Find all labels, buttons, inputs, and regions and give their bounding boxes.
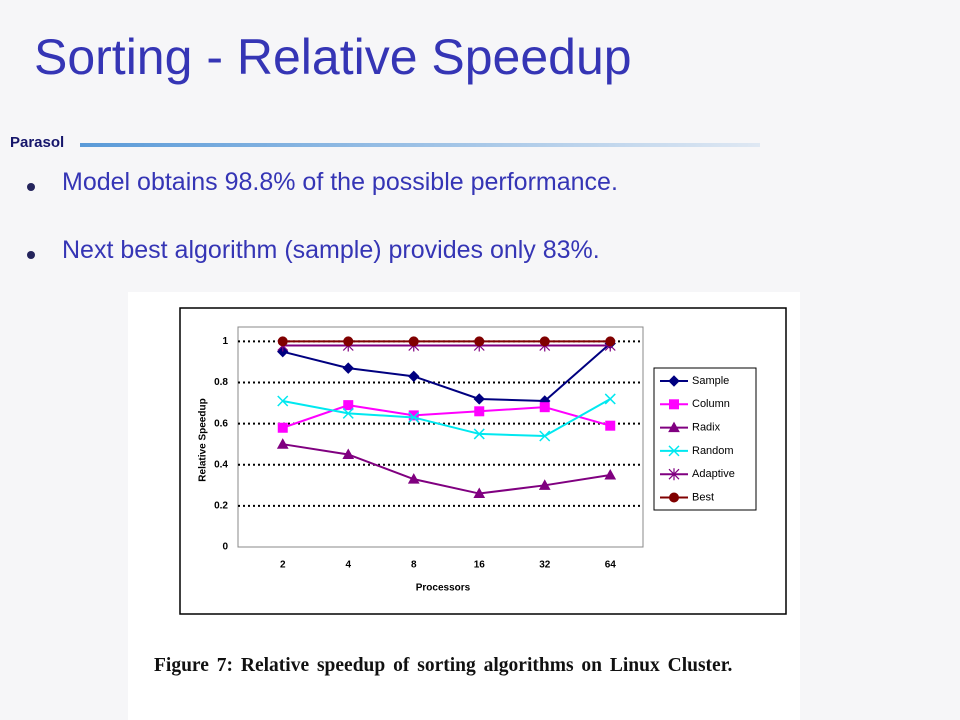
legend-marker [668,468,680,481]
x-tick-label: 16 [474,560,486,571]
bullet-dot [27,251,35,259]
marker [473,428,485,440]
legend-box [653,367,757,511]
series-line [282,443,611,495]
title-rule [80,143,760,147]
marker [604,393,616,405]
marker [342,362,354,374]
x-tick-label: 4 [345,560,351,571]
marker [277,336,288,347]
marker [276,438,289,449]
marker [474,336,485,347]
legend-marker [669,399,679,410]
figure-caption: Figure 7: Relative speedup of sorting al… [154,655,733,676]
marker [604,469,617,480]
marker [277,395,289,407]
marker [474,406,485,417]
plot-area [237,326,644,548]
y-tick-label: 0 [222,542,228,553]
x-tick-label: 8 [411,560,417,571]
marker [539,402,550,413]
x-tick-label: 2 [280,560,286,571]
legend-label: Radix [692,422,721,434]
marker [277,422,288,433]
marker [473,487,486,499]
marker [343,336,354,347]
marker [342,448,355,459]
marker [343,400,354,411]
marker [408,411,420,423]
y-tick-label: 0.2 [214,501,228,512]
x-axis-label: Processors [416,583,471,594]
marker [539,336,550,347]
bullet-dot [27,183,35,191]
legend-marker [668,421,680,433]
legend-label: Column [692,398,730,410]
marker [408,410,419,421]
y-axis-label: Relative Speedup [198,398,209,481]
marker [473,393,485,405]
y-tick-label: 0.6 [214,418,228,429]
legend-label: Random [692,445,734,457]
legend-label: Best [692,491,714,503]
marker [605,336,616,347]
y-tick-label: 0.8 [214,377,228,388]
slide-title: Sorting - Relative Speedup [34,29,632,85]
marker [408,336,419,347]
bullet: Next best algorithm (sample) provides on… [62,236,600,264]
marker [342,407,354,419]
y-tick-label: 0.4 [214,459,228,470]
logo: Parasol [10,134,65,151]
legend-marker [669,492,679,503]
legend-marker [668,375,680,387]
x-tick-label: 64 [605,560,617,571]
marker [407,473,420,484]
x-tick-label: 32 [539,560,551,571]
bullet: Model obtains 98.8% of the possible perf… [62,168,618,196]
marker [277,345,289,358]
marker [539,430,551,442]
marker [408,370,420,383]
series-line [282,398,611,437]
series-line [282,404,611,429]
legend-marker [668,445,680,457]
marker [605,420,616,431]
marker [538,479,551,490]
legend-label: Sample [692,375,729,387]
legend-label: Adaptive [692,468,735,480]
series-line [282,342,611,403]
y-tick-label: 1 [222,336,228,347]
